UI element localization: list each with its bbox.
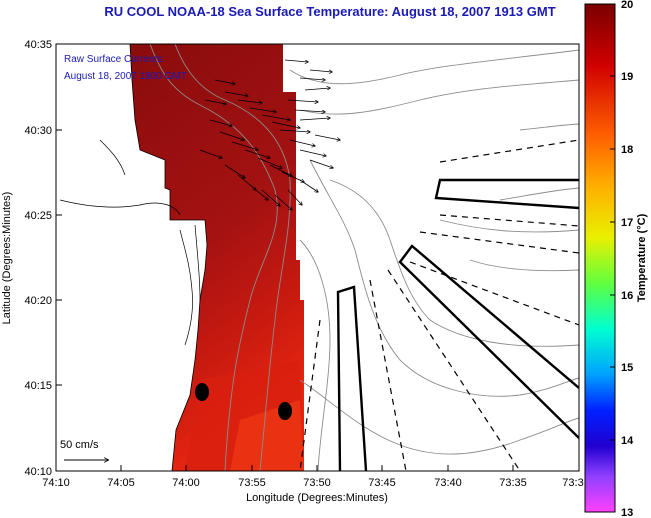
x-tick-label: 73:50 [303, 477, 331, 489]
sst-field [130, 44, 304, 471]
y-tick-label: 40:30 [24, 125, 52, 137]
colorbar [584, 3, 616, 513]
y-tick-label: 40:25 [24, 210, 52, 222]
x-tick-label: 73:55 [238, 477, 266, 489]
x-tick-label: 73:40 [434, 477, 462, 489]
map-layers [56, 44, 579, 471]
bathymetry-contours [149, 44, 579, 471]
y-tick-label: 40:15 [24, 380, 52, 392]
y-axis-label: Latitude (Degrees:Minutes) [1, 192, 13, 325]
x-axis-label: Longitude (Degrees:Minutes) [246, 492, 388, 504]
colorbar-tick-label: 15 [621, 362, 633, 374]
y-tick-label: 40:10 [24, 466, 52, 478]
y-tick-label: 40:35 [24, 39, 52, 51]
x-tick-label: 74:00 [172, 477, 200, 489]
radar-site-marker [278, 402, 292, 420]
shipping-lane-outlines [336, 178, 579, 471]
inset-line-1: Raw Surface Currents [64, 54, 162, 65]
colorbar-label: Temperature (°C) [636, 213, 648, 302]
shipping-lane-dashes [299, 139, 579, 471]
colorbar-tick-label: 17 [621, 217, 633, 229]
surface-current-vectors [199, 59, 340, 210]
radar-site-marker [195, 383, 209, 401]
colorbar-tick-label: 13 [621, 507, 633, 518]
colorbar-ticks [610, 3, 615, 513]
colorbar-tick-label: 18 [621, 144, 633, 156]
x-tick-label: 73:45 [368, 477, 396, 489]
x-tick-label: 73:3 [562, 477, 583, 489]
scale-label: 50 cm/s [60, 439, 99, 451]
frame-ticks [56, 43, 514, 472]
colorbar-tick-label: 14 [621, 435, 634, 447]
x-tick-label: 73:35 [499, 477, 527, 489]
colorbar-tick-label: 16 [621, 290, 633, 302]
bay-details [59, 139, 201, 346]
colorbar-tick-label: 20 [621, 0, 633, 11]
map-title: RU COOL NOAA-18 Sea Surface Temperature:… [104, 4, 555, 19]
coastline [56, 44, 208, 471]
colorbar-tick-label: 19 [621, 71, 633, 83]
inset-line-2: August 18, 2007 1800 GMT [64, 71, 187, 82]
y-tick-label: 40:20 [24, 295, 52, 307]
x-tick-label: 74:05 [107, 477, 135, 489]
x-tick-label: 74:10 [42, 477, 70, 489]
